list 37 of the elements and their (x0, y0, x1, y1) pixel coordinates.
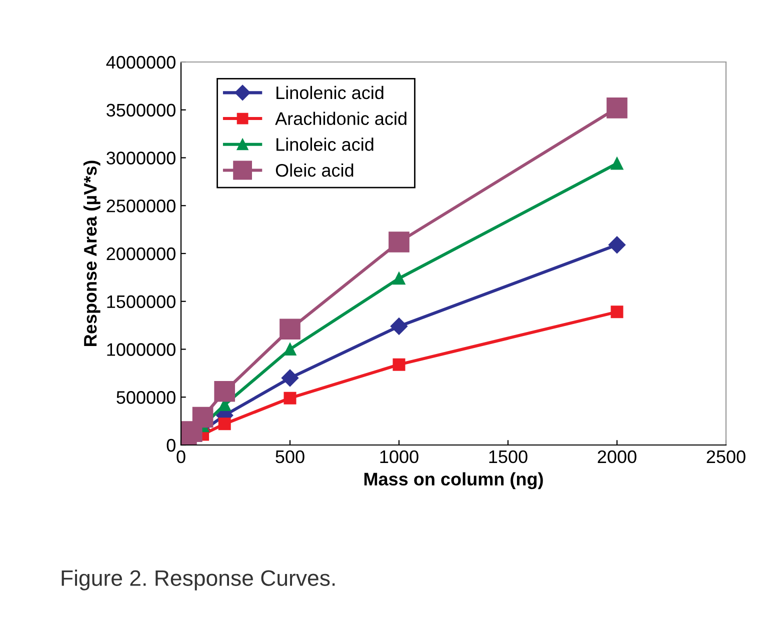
x-axis-title: Mass on column (ng) (364, 472, 543, 490)
point (388, 232, 410, 252)
point (214, 380, 236, 402)
y-tick-label: 2500000 (106, 200, 176, 212)
point (280, 318, 300, 340)
x-tick-label: 2000 (598, 450, 636, 464)
point (606, 98, 628, 118)
y-tick-label: 4000000 (106, 56, 176, 69)
caption: Figure 2. Response Curves. (62, 570, 335, 590)
point (192, 406, 214, 428)
point (390, 318, 408, 335)
y-axis-title: Response Area (µV*s) (83, 160, 100, 346)
x-tick-label: 2500 (706, 450, 746, 464)
point (392, 272, 406, 285)
y-tick-label: 500000 (116, 391, 176, 404)
legend-label: Linolenic acid (276, 86, 384, 100)
legend-label: Oleic acid (276, 163, 354, 177)
y-tick-label: 2000000 (106, 247, 176, 260)
x-tick-label: 0 (176, 450, 186, 464)
x-tick-label: 500 (276, 450, 304, 464)
point (610, 306, 624, 318)
point (610, 157, 624, 170)
x-tick-label: 1000 (380, 450, 418, 464)
point (392, 358, 406, 371)
y-tick-label: 3500000 (106, 104, 176, 117)
point (284, 392, 296, 404)
x-tick-label: 1500 (489, 450, 528, 464)
point (608, 236, 626, 254)
y-tick-label: 0 (166, 438, 176, 452)
legend-label: Arachidonic acid (275, 112, 406, 126)
point (284, 343, 296, 356)
y-tick-label: 3000000 (106, 152, 176, 164)
y-tick-label: 1500000 (107, 295, 176, 308)
y-tick-label: 1000000 (107, 343, 176, 356)
legend-label: Linoleic acid (276, 138, 374, 151)
point (218, 418, 231, 430)
point (281, 369, 299, 387)
